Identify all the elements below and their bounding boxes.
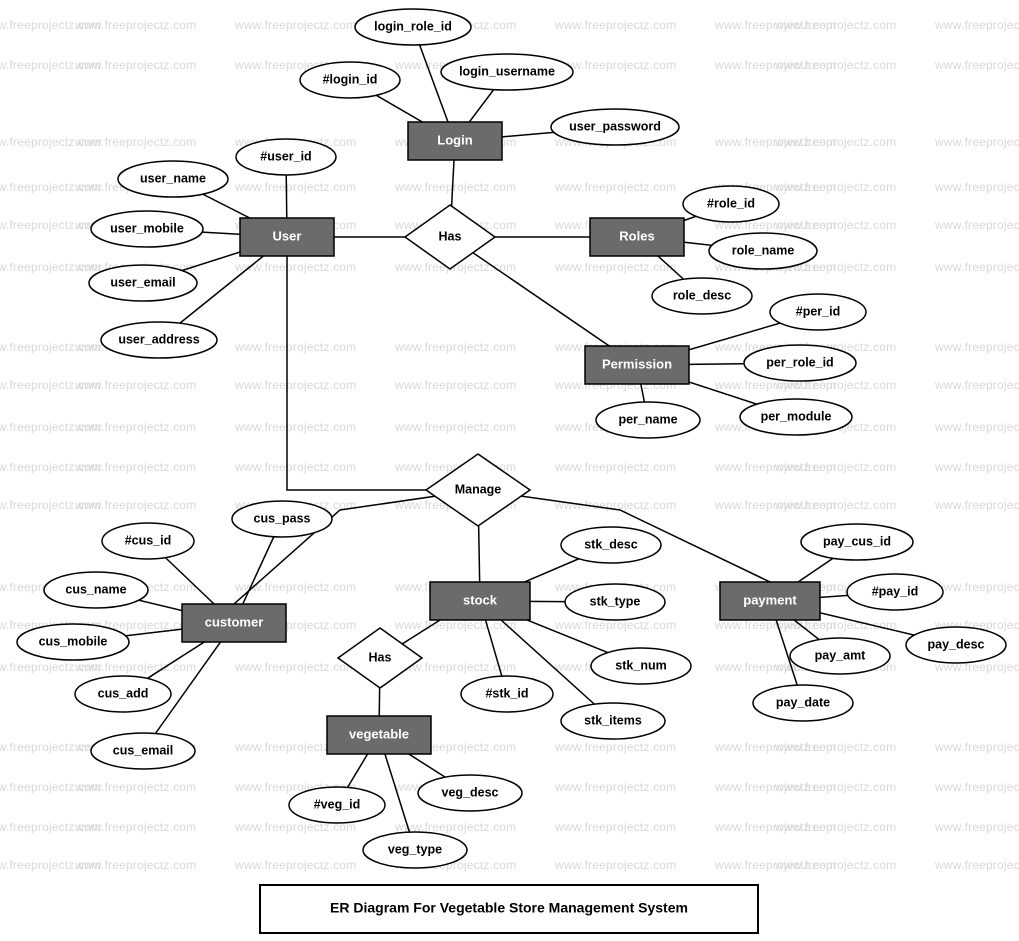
entity-label-stock: stock (463, 592, 498, 607)
attribute-veg_desc: veg_desc (418, 775, 522, 811)
attribute-label-pay_amt: pay_amt (815, 648, 867, 662)
attribute-user_password: user_password (551, 109, 679, 145)
diagram-title: ER Diagram For Vegetable Store Managemen… (330, 900, 688, 916)
attribute-label-stk_id: #stk_id (485, 686, 528, 700)
entity-label-vegetable: vegetable (349, 726, 409, 741)
attribute-label-per_name: per_name (618, 412, 677, 426)
attribute-label-user_email: user_email (110, 275, 175, 289)
entity-label-user: User (273, 228, 302, 243)
attribute-user_name: user_name (118, 161, 228, 197)
attribute-label-role_name: role_name (732, 243, 795, 257)
attribute-pay_cus_id: pay_cus_id (801, 524, 913, 560)
attribute-label-user_name: user_name (140, 171, 206, 185)
attribute-pay_id: #pay_id (847, 574, 943, 610)
attribute-login_id: #login_id (300, 62, 400, 98)
attribute-label-pay_cus_id: pay_cus_id (823, 534, 891, 548)
attribute-role_id: #role_id (683, 186, 779, 222)
entity-label-payment: payment (743, 592, 797, 607)
attributes-layer: login_role_id #login_id login_usernameuser… (17, 9, 1006, 868)
attribute-label-veg_desc: veg_desc (442, 785, 499, 799)
entity-stock: stock (430, 582, 530, 620)
attribute-label-cus_email: cus_email (113, 743, 173, 757)
entity-user: User (240, 218, 334, 256)
edge-user-manage (287, 237, 478, 490)
relationship-label-has_top: Has (439, 229, 462, 243)
attribute-label-role_id: #role_id (707, 196, 755, 210)
attribute-label-pay_date: pay_date (776, 695, 830, 709)
title-layer: ER Diagram For Vegetable Store Managemen… (260, 885, 758, 933)
attribute-label-per_module: per_module (761, 409, 832, 423)
attribute-label-login_username: login_username (459, 64, 555, 78)
attribute-label-stk_items: stk_items (584, 713, 642, 727)
attribute-stk_num: stk_num (591, 648, 691, 684)
attribute-role_desc: role_desc (652, 278, 752, 314)
attribute-user_address: user_address (101, 322, 217, 358)
attribute-cus_add: cus_add (75, 676, 171, 712)
attribute-label-cus_mobile: cus_mobile (39, 634, 108, 648)
attribute-label-user_mobile: user_mobile (110, 221, 184, 235)
entity-login: Login (408, 122, 502, 160)
entity-permission: Permission (585, 346, 689, 384)
entity-payment: payment (720, 582, 820, 620)
attribute-label-per_role_id: per_role_id (766, 355, 833, 369)
attribute-per_role_id: per_role_id (744, 345, 856, 381)
attribute-label-veg_type: veg_type (388, 842, 442, 856)
attribute-label-veg_id: #veg_id (314, 797, 361, 811)
attribute-label-pay_desc: pay_desc (928, 637, 985, 651)
attribute-veg_id: #veg_id (289, 787, 385, 823)
attribute-label-user_password: user_password (569, 119, 661, 133)
attribute-pay_amt: pay_amt (790, 638, 890, 674)
relationship-label-manage: Manage (455, 482, 502, 496)
attribute-user_email: user_email (89, 265, 197, 301)
attribute-per_id: #per_id (770, 294, 866, 330)
attribute-per_name: per_name (596, 402, 700, 438)
attribute-label-stk_num: stk_num (615, 658, 666, 672)
attribute-label-pay_id: #pay_id (872, 584, 919, 598)
attribute-login_username: login_username (441, 54, 573, 90)
attribute-per_module: per_module (740, 399, 852, 435)
attribute-label-stk_desc: stk_desc (584, 537, 638, 551)
attribute-stk_id: #stk_id (461, 676, 553, 712)
attribute-login_role_id: login_role_id (355, 9, 471, 45)
attribute-cus_email: cus_email (91, 733, 195, 769)
attribute-cus_pass: cus_pass (232, 501, 332, 537)
attribute-veg_type: veg_type (363, 832, 467, 868)
edges-layer (73, 27, 956, 850)
attribute-label-cus_pass: cus_pass (254, 511, 311, 525)
attribute-user_id: #user_id (236, 139, 336, 175)
attribute-stk_items: stk_items (561, 703, 665, 739)
entity-label-login: Login (437, 132, 472, 147)
attribute-pay_date: pay_date (753, 685, 853, 721)
entity-customer: customer (182, 604, 286, 642)
attribute-label-login_role_id: login_role_id (374, 19, 452, 33)
attribute-role_name: role_name (709, 233, 817, 269)
attribute-user_mobile: user_mobile (91, 211, 203, 247)
attribute-pay_desc: pay_desc (906, 627, 1006, 663)
attribute-stk_desc: stk_desc (561, 527, 661, 563)
er-diagram: login_role_id #login_id login_usernameuser… (0, 0, 1019, 941)
entity-roles: Roles (590, 218, 684, 256)
attribute-label-cus_name: cus_name (65, 582, 126, 596)
attribute-stk_type: stk_type (565, 584, 665, 620)
entity-label-roles: Roles (619, 228, 654, 243)
attribute-label-cus_id: #cus_id (125, 533, 172, 547)
attribute-cus_mobile: cus_mobile (17, 624, 129, 660)
entity-label-customer: customer (205, 614, 264, 629)
attribute-cus_id: #cus_id (102, 523, 194, 559)
entity-vegetable: vegetable (327, 716, 431, 754)
relationship-has_bot: Has (338, 628, 422, 688)
attribute-label-per_id: #per_id (796, 304, 840, 318)
attribute-label-role_desc: role_desc (673, 288, 731, 302)
attribute-label-stk_type: stk_type (590, 594, 641, 608)
attribute-cus_name: cus_name (44, 572, 148, 608)
attribute-label-cus_add: cus_add (98, 686, 149, 700)
entity-label-permission: Permission (602, 356, 672, 371)
attribute-label-login_id: #login_id (323, 72, 378, 86)
attribute-label-user_id: #user_id (260, 149, 311, 163)
relationship-manage: Manage (426, 454, 530, 526)
relationship-label-has_bot: Has (369, 650, 392, 664)
attribute-label-user_address: user_address (118, 332, 199, 346)
